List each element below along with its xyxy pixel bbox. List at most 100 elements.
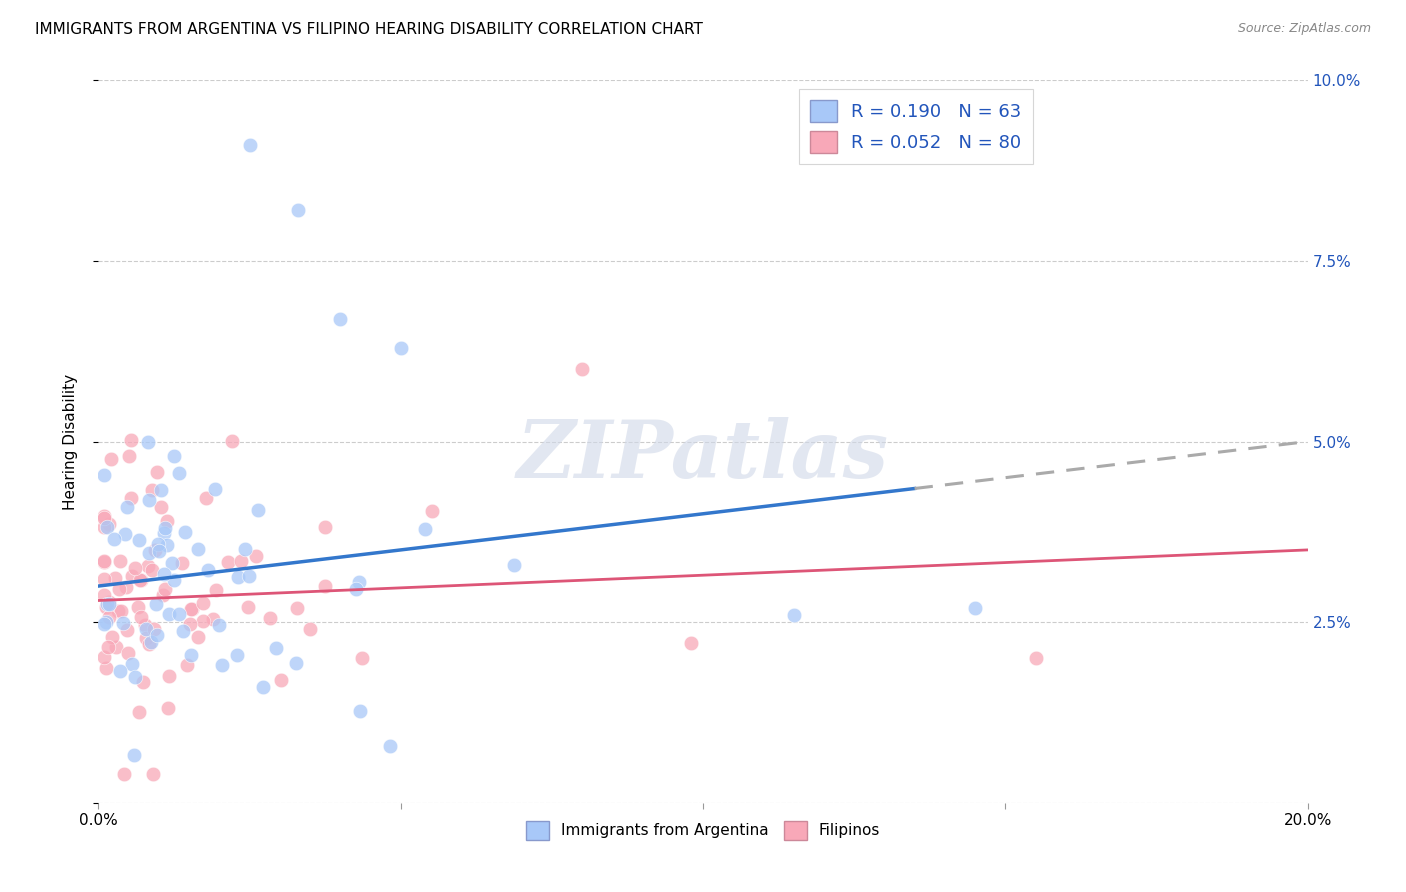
Point [94,600,117,615]
Point [191,596,214,610]
Point [180,602,202,616]
Point [205,582,228,597]
Point [187,631,209,645]
Point [236,599,259,614]
Point [285,601,308,615]
Point [350,651,373,665]
Point [117,646,139,660]
Point [93,555,115,569]
Point [134,617,156,632]
Point [245,549,267,563]
Point [101,630,124,644]
Point [128,533,150,548]
Point [129,573,152,587]
Point [141,483,163,497]
Point [156,514,179,528]
Point [128,705,150,719]
Point [420,504,443,518]
Point [204,482,226,496]
Point [142,767,165,781]
Point [115,500,138,515]
Point [157,701,180,715]
Point [114,527,136,541]
Point [138,546,160,560]
Point [93,508,115,523]
Point [264,641,287,656]
Point [132,675,155,690]
Point [100,451,122,466]
Point [226,569,249,583]
Point [153,525,176,540]
Point [148,544,170,558]
Point [208,618,231,632]
Point [135,632,157,646]
Point [157,607,180,622]
Point [217,555,239,569]
Point [115,580,138,594]
Point [152,588,174,602]
Point [571,362,593,376]
Point [349,705,371,719]
Point [150,483,173,497]
Point [229,554,252,568]
Point [246,502,269,516]
Point [94,660,117,674]
Point [136,434,159,449]
Point [120,491,142,506]
Point [139,635,162,649]
Point [150,500,173,515]
Point [145,465,167,479]
Point [115,624,138,638]
Point [97,597,120,611]
Point [103,532,125,546]
Point [118,449,141,463]
Point [97,640,120,654]
Point [124,560,146,574]
Point [349,574,371,589]
Point [143,543,166,558]
Point [127,600,149,615]
Point [502,558,524,572]
Point [195,491,218,505]
Legend: Immigrants from Argentina, Filipinos: Immigrants from Argentina, Filipinos [520,815,886,846]
Point [235,541,257,556]
Point [129,610,152,624]
Point [179,616,201,631]
Point [122,747,145,762]
Point [143,622,166,636]
Point [679,636,702,650]
Point [135,622,157,636]
Text: Source: ZipAtlas.com: Source: ZipAtlas.com [1237,22,1371,36]
Point [156,538,179,552]
Point [238,569,260,583]
Point [270,673,292,687]
Point [378,739,401,753]
Point [96,597,118,611]
Y-axis label: Hearing Disability: Hearing Disability [63,374,77,509]
Point [93,572,115,586]
Point [94,615,117,629]
Point [163,573,186,587]
Point [965,600,987,615]
Point [239,138,262,153]
Point [329,311,352,326]
Point [107,604,129,618]
Point [97,609,120,624]
Point [221,434,243,449]
Point [138,492,160,507]
Point [93,616,115,631]
Point [167,607,190,621]
Point [104,571,127,585]
Point [93,467,115,482]
Point [389,341,412,355]
Point [153,582,176,597]
Point [93,519,115,533]
Point [252,680,274,694]
Point [108,665,131,679]
Point [314,579,336,593]
Point [413,522,436,536]
Point [98,595,121,609]
Point [172,624,194,639]
Point [93,649,115,664]
Point [121,569,143,583]
